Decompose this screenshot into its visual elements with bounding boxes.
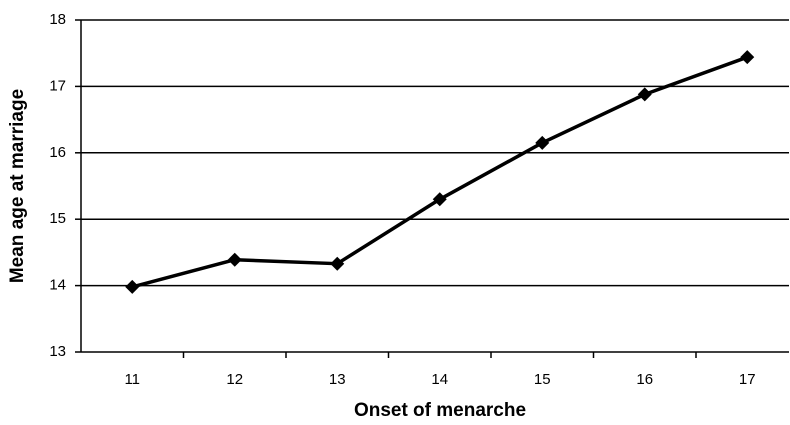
- data-point: [125, 279, 140, 294]
- data-point: [740, 50, 755, 65]
- y-tick-label: 14: [49, 277, 66, 294]
- x-tick-label: 14: [431, 371, 448, 388]
- data-point: [227, 252, 242, 267]
- data-point: [432, 192, 447, 207]
- y-tick-label: 16: [49, 144, 66, 161]
- x-tick-label: 16: [636, 371, 653, 388]
- x-tick-label: 17: [739, 371, 756, 388]
- y-axis-title: Mean age at marriage: [7, 89, 28, 283]
- x-tick-label: 12: [226, 371, 243, 388]
- y-tick-label: 18: [49, 11, 66, 28]
- y-tick-label: 13: [49, 343, 66, 360]
- data-line: [131, 55, 748, 289]
- y-tick-label: 17: [49, 77, 66, 94]
- x-tick-label: 11: [124, 371, 140, 388]
- x-axis-title: Onset of menarche: [354, 400, 526, 421]
- data-point: [535, 135, 550, 150]
- y-tick-label: 15: [49, 210, 66, 227]
- data-point: [330, 256, 345, 271]
- data-point: [637, 87, 652, 102]
- x-tick-label: 15: [534, 371, 551, 388]
- x-tick-label: 13: [329, 371, 346, 388]
